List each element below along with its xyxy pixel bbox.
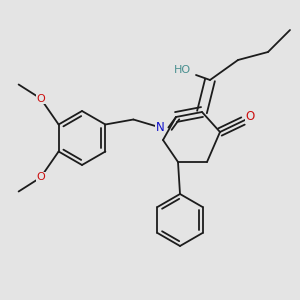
Text: O: O (36, 94, 45, 103)
Text: O: O (36, 172, 45, 182)
Text: N: N (156, 121, 165, 134)
Text: HO: HO (173, 65, 190, 75)
Text: O: O (245, 110, 255, 124)
